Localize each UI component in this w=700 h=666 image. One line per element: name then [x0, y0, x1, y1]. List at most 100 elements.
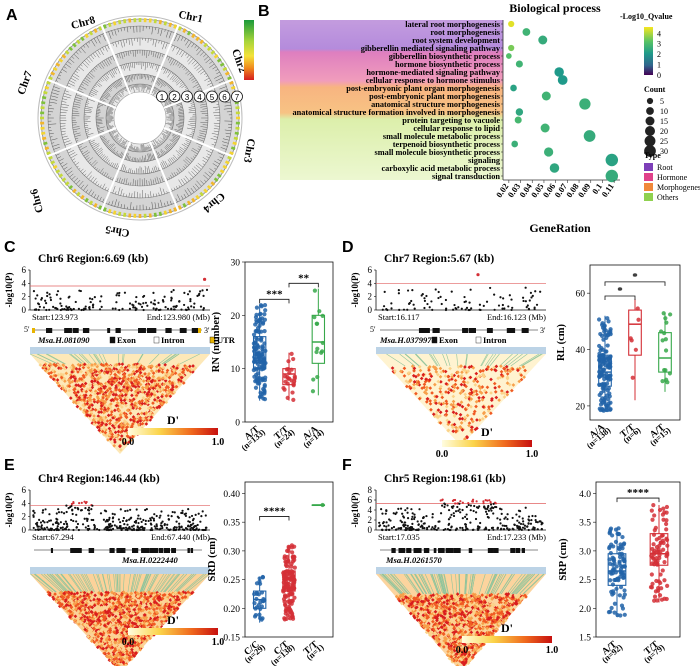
- size-legend-label: 25: [660, 137, 668, 146]
- snp-point: [178, 522, 181, 525]
- snp-point: [105, 528, 108, 531]
- snp-point: [489, 286, 492, 290]
- snp-point: [464, 308, 467, 311]
- circos-mark: [102, 33, 106, 41]
- snp-point: [381, 308, 384, 311]
- circos-mark: [197, 148, 201, 151]
- snp-point: [108, 528, 111, 532]
- manhattan-y-label: -log10(P): [4, 493, 14, 528]
- q-tick-label: 4: [657, 29, 661, 38]
- manhattan-y-tick-label: 0: [22, 305, 27, 315]
- region-title: Chr4 Region:146.44 (kb): [38, 473, 160, 485]
- snp-point: [117, 294, 121, 297]
- circos-mark: [169, 200, 172, 205]
- circos-mark: [66, 85, 71, 88]
- circos-mark: [196, 66, 202, 71]
- snp-point: [192, 522, 195, 525]
- circos-mark: [88, 175, 92, 180]
- circos-mark: [188, 58, 194, 65]
- snp-point: [70, 502, 73, 506]
- circos-mark: [187, 41, 192, 48]
- snp-point: [191, 527, 195, 530]
- snp-point: [124, 509, 127, 513]
- snp-point: [64, 520, 67, 523]
- exon-block: [50, 548, 54, 553]
- circos-mark: [93, 38, 98, 44]
- snp-point: [65, 305, 68, 308]
- region-start: Start:123.973: [32, 312, 78, 322]
- manhattan-y-tick-label: 6: [368, 265, 373, 275]
- circos-mark: [166, 201, 169, 206]
- circos-mark: [205, 58, 211, 64]
- circos-mark: [168, 31, 172, 39]
- manhattan-y-tick-label: 6: [22, 265, 27, 275]
- circos-mark: [213, 128, 220, 130]
- size-legend-label: 15: [660, 117, 668, 126]
- snp-point: [134, 300, 137, 303]
- snp-point: [75, 520, 78, 523]
- circos-mark: [75, 51, 79, 55]
- density-mark: [186, 30, 192, 36]
- snp-point: [205, 288, 209, 291]
- snp-point: [136, 525, 139, 528]
- circos-mark: [51, 92, 59, 95]
- panel-label-c: C: [4, 239, 16, 256]
- circos-mark: [214, 125, 220, 127]
- exon-block: [191, 328, 196, 333]
- circos-mark: [187, 187, 192, 195]
- circos-mark: [183, 67, 186, 70]
- density-mark: [232, 141, 237, 146]
- circos-mark: [78, 146, 82, 149]
- size-legend-dot: [646, 107, 654, 115]
- snp-point: [78, 502, 81, 505]
- snp-point: [118, 291, 121, 295]
- exon-block: [165, 328, 172, 333]
- snp-point: [510, 298, 513, 301]
- enrichment-dot: [541, 91, 551, 101]
- circos-mark: [190, 149, 198, 155]
- density-mark: [50, 160, 56, 165]
- density-mark: [230, 85, 236, 90]
- circos-mark: [186, 54, 190, 59]
- snp-point: [470, 307, 473, 310]
- snp-point: [412, 303, 415, 306]
- q-legend-title: -Log10_Qvalue: [620, 12, 673, 21]
- density-mark: [84, 33, 89, 39]
- snp-point: [120, 528, 123, 532]
- exon-block: [179, 328, 187, 333]
- circos-mark: [211, 133, 219, 135]
- snp-point: [44, 302, 48, 305]
- circos-mark: [115, 41, 118, 48]
- ring-number: 4: [197, 93, 202, 102]
- circos-mark: [49, 132, 54, 135]
- circos-mark: [74, 134, 81, 137]
- snp-point: [390, 302, 393, 305]
- snp-point: [425, 294, 428, 298]
- circos-mark: [160, 41, 163, 45]
- snp-point: [60, 511, 63, 514]
- ld-colorbar: [128, 428, 218, 435]
- circos-mark: [114, 29, 117, 36]
- snp-point: [100, 295, 103, 298]
- circos-mark: [150, 50, 153, 55]
- circos-mark: [160, 199, 163, 208]
- exon-block: [72, 548, 76, 553]
- ring-number: 7: [235, 93, 240, 102]
- density-mark: [177, 205, 182, 210]
- snp-point: [87, 524, 90, 528]
- exon-block: [117, 548, 120, 553]
- density-mark: [229, 80, 234, 85]
- circos-mark: [188, 171, 194, 178]
- snp-point: [531, 294, 534, 297]
- snp-point: [92, 303, 95, 306]
- circos-mark: [71, 56, 75, 59]
- density-mark: [177, 26, 182, 31]
- circos-mark: [213, 136, 218, 138]
- circos-mark: [226, 136, 231, 138]
- snp-point: [59, 526, 62, 530]
- circos-mark: [158, 40, 160, 44]
- snp-point: [159, 514, 162, 517]
- density-mark: [168, 22, 173, 28]
- enrichment-dot: [557, 75, 568, 85]
- circos-mark: [53, 146, 60, 150]
